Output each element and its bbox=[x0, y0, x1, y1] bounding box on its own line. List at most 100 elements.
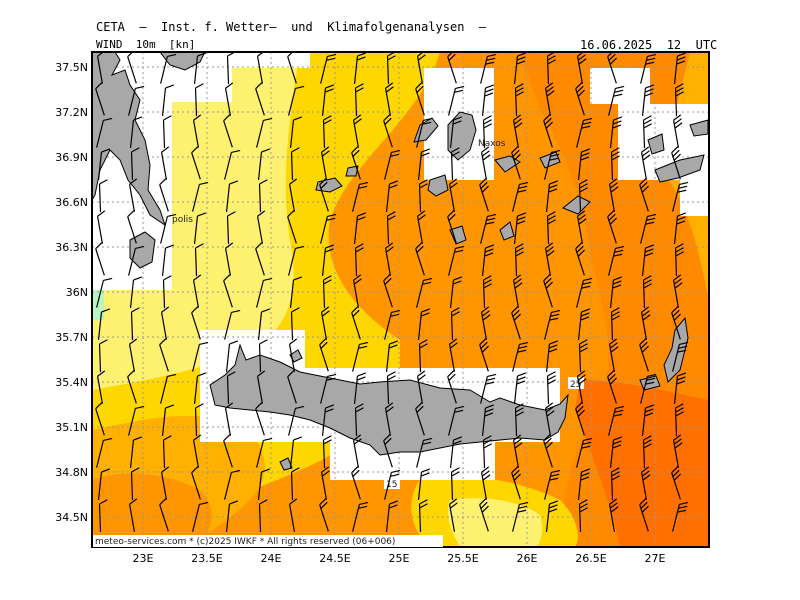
wind-barb bbox=[159, 497, 169, 532]
wind-barb bbox=[257, 308, 271, 340]
wind-barb bbox=[609, 436, 623, 468]
wind-barb bbox=[322, 275, 332, 309]
wind-barb bbox=[450, 307, 460, 341]
wind-barb bbox=[514, 83, 524, 117]
wind-barb bbox=[480, 213, 497, 244]
wind-barb bbox=[288, 245, 305, 276]
wind-barb bbox=[289, 276, 303, 308]
wind-barb bbox=[482, 275, 492, 309]
wind-barb bbox=[384, 242, 394, 276]
wind-barb bbox=[225, 340, 239, 372]
wind-barb bbox=[513, 372, 527, 404]
wind-barb bbox=[290, 467, 300, 501]
wind-barb bbox=[576, 370, 587, 404]
wind-barb bbox=[224, 242, 234, 276]
wind-barb bbox=[288, 405, 305, 436]
wind-barb bbox=[127, 369, 137, 404]
wind-barb bbox=[321, 84, 335, 116]
wind-barb bbox=[642, 275, 652, 309]
wind-barb bbox=[447, 52, 457, 84]
wind-barb bbox=[97, 148, 111, 180]
wind-barbs bbox=[95, 52, 689, 533]
wind-barb bbox=[352, 341, 369, 372]
wind-barb bbox=[575, 81, 585, 116]
kythira bbox=[129, 231, 156, 269]
wind-barb bbox=[448, 498, 458, 532]
wind-barb bbox=[354, 403, 364, 437]
place-label-monemvasia: polis bbox=[172, 215, 193, 225]
wind-barb bbox=[385, 340, 399, 372]
wind-barb bbox=[194, 83, 204, 117]
wind-barb bbox=[319, 177, 329, 212]
wind-barb bbox=[513, 212, 527, 244]
lon-label: 24E bbox=[261, 552, 282, 565]
wind-barb bbox=[449, 276, 463, 308]
wind-barb bbox=[289, 436, 303, 468]
wind-barb bbox=[481, 244, 495, 276]
wind-barb bbox=[162, 435, 172, 469]
wind-barb bbox=[641, 244, 655, 276]
wind-barb bbox=[640, 466, 651, 500]
wind-barb bbox=[511, 145, 521, 180]
wind-barb bbox=[320, 373, 337, 404]
wind-barb bbox=[193, 372, 207, 404]
wind-barb bbox=[384, 309, 401, 340]
wind-barb bbox=[480, 466, 491, 500]
latitude-labels: 37.5N 37.2N 36.9N 36.6N 36.3N 36N 35.7N 35.4N 35… bbox=[55, 61, 88, 524]
wind-barb bbox=[673, 372, 687, 404]
wind-barb bbox=[224, 469, 241, 500]
wind-barb bbox=[608, 178, 619, 212]
wind-barb bbox=[418, 339, 428, 373]
wind-barb bbox=[544, 82, 555, 116]
wind-barb bbox=[96, 437, 113, 468]
wind-barb bbox=[608, 498, 619, 532]
wind-barb bbox=[384, 149, 401, 180]
karpathos bbox=[663, 316, 689, 383]
wind-barb bbox=[256, 210, 266, 244]
wind-barb bbox=[416, 370, 426, 404]
wind-barb bbox=[225, 180, 239, 212]
wind-barb bbox=[256, 52, 266, 84]
wind-barb bbox=[159, 337, 169, 372]
wind-barb bbox=[322, 115, 332, 149]
wind-barb bbox=[545, 180, 559, 212]
wind-barb bbox=[160, 466, 170, 500]
wind-barb bbox=[192, 274, 202, 308]
wind-barb bbox=[128, 405, 145, 436]
wind-barb bbox=[224, 309, 241, 340]
wind-barb bbox=[160, 146, 170, 180]
wind-barb bbox=[543, 113, 553, 148]
wind-barb bbox=[512, 341, 529, 372]
wind-barb bbox=[257, 148, 271, 180]
wind-barb bbox=[640, 146, 651, 180]
wind-barb bbox=[543, 273, 553, 308]
wind-barb bbox=[353, 372, 367, 404]
wind-barb bbox=[193, 212, 207, 244]
wind-barb bbox=[543, 433, 553, 468]
wind-barb bbox=[448, 405, 465, 436]
wind-barb bbox=[480, 146, 491, 180]
contour-label-25: 25 bbox=[570, 380, 581, 390]
wind-barb bbox=[578, 499, 588, 533]
wind-barb bbox=[544, 242, 555, 276]
wind-barb bbox=[673, 52, 687, 84]
wind-barb bbox=[194, 403, 204, 437]
wind-barb bbox=[448, 338, 458, 372]
lat-label: 36.3N bbox=[55, 241, 88, 254]
wind-barb bbox=[98, 499, 108, 533]
wind-barb bbox=[672, 274, 683, 308]
wind-barb bbox=[415, 81, 425, 116]
wind-barb bbox=[418, 179, 428, 213]
wind-barb bbox=[448, 178, 458, 212]
wind-barb bbox=[385, 180, 399, 212]
wind-barb bbox=[576, 210, 587, 244]
wind-barb bbox=[383, 433, 393, 468]
wind-barb bbox=[511, 305, 521, 340]
wind-barb bbox=[383, 273, 393, 308]
wind-barb bbox=[288, 498, 298, 532]
wind-barb bbox=[450, 467, 460, 501]
wind-barb bbox=[191, 145, 201, 180]
wind-barb bbox=[289, 116, 303, 148]
wind-barb bbox=[95, 241, 105, 276]
wind-barb bbox=[576, 277, 593, 308]
